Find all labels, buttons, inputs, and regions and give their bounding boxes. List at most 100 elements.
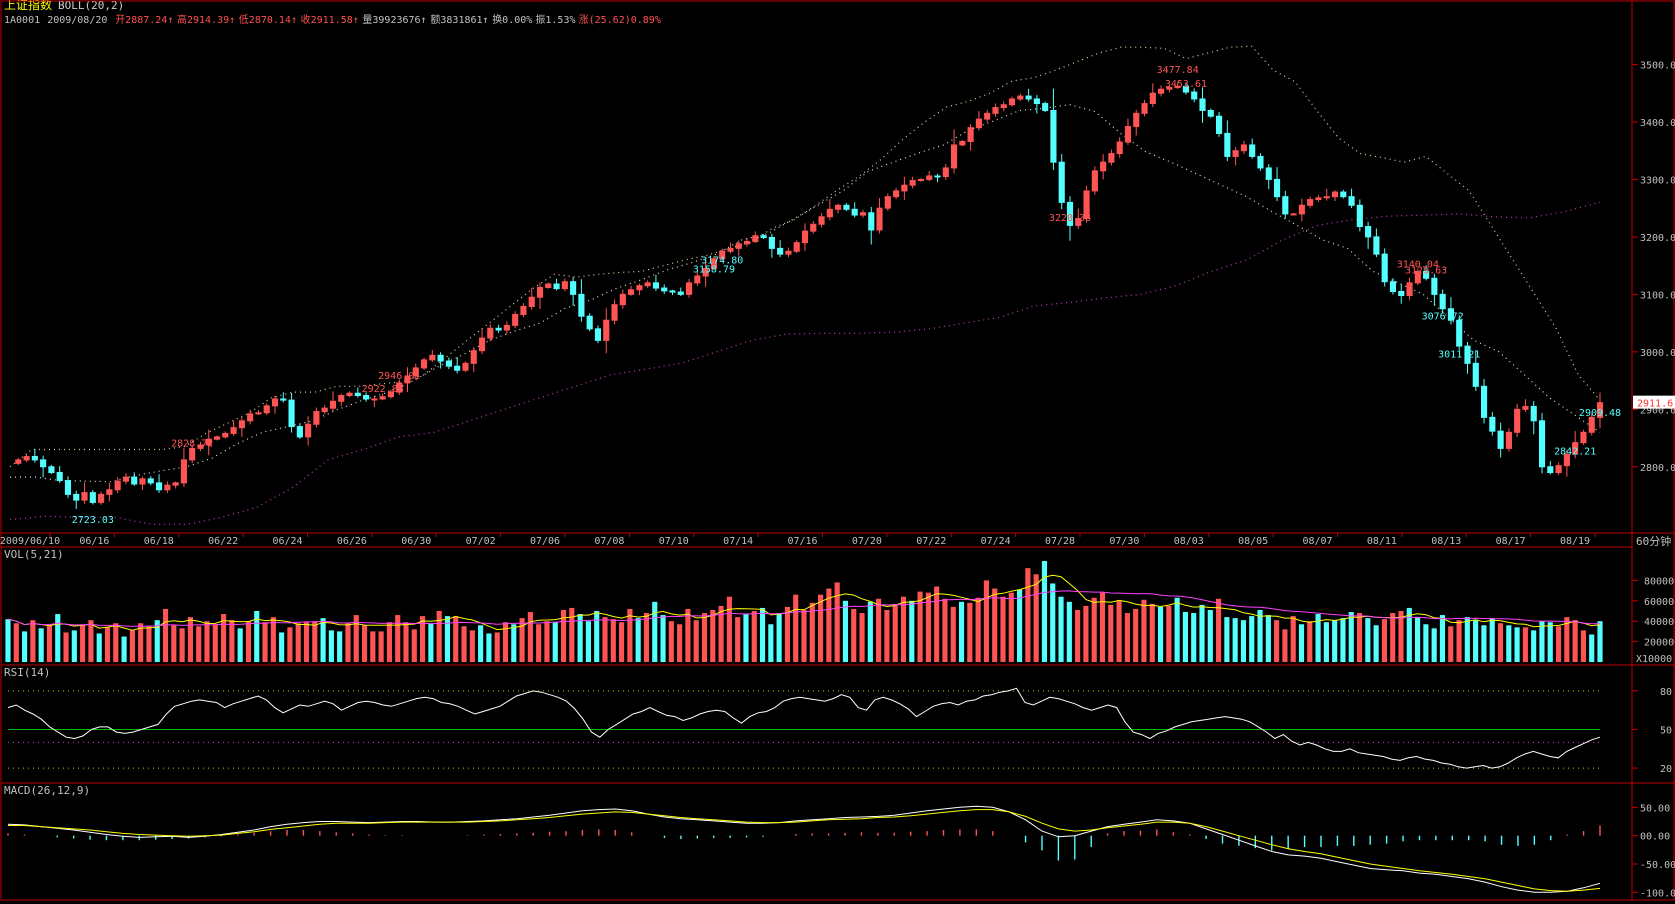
indicator-name: BOLL(20,2) bbox=[58, 0, 124, 12]
candle-body bbox=[363, 395, 370, 400]
volume-bar bbox=[992, 588, 998, 662]
candle-body bbox=[685, 282, 693, 295]
volume-bar bbox=[1199, 604, 1205, 662]
volume-bar bbox=[1174, 597, 1180, 662]
date-tick-label: 2009/06/10 bbox=[0, 536, 60, 547]
candle-body bbox=[893, 190, 900, 198]
volume-bar bbox=[1448, 626, 1454, 662]
candle-body bbox=[1580, 431, 1587, 444]
candle-body bbox=[205, 438, 212, 446]
volume-bar bbox=[1464, 617, 1470, 662]
volume-bar bbox=[934, 586, 940, 662]
date-tick-label: 06/30 bbox=[401, 536, 431, 547]
candle-body bbox=[909, 180, 916, 186]
candle-body bbox=[594, 328, 602, 341]
candle-body bbox=[727, 247, 734, 252]
quote-item: 高2914.39↑ bbox=[177, 13, 235, 26]
candle-body bbox=[64, 480, 72, 495]
volume-bar bbox=[842, 600, 849, 662]
volume-bar bbox=[30, 620, 36, 662]
candle-body bbox=[851, 208, 858, 216]
volume-bar bbox=[1224, 617, 1230, 662]
candle-body bbox=[1514, 408, 1521, 433]
volume-ma5-line bbox=[7, 574, 1601, 631]
volume-bar bbox=[900, 596, 907, 662]
volume-bar bbox=[925, 592, 931, 662]
candle-body bbox=[619, 293, 626, 306]
volume-bar bbox=[552, 622, 558, 662]
volume-bar bbox=[1398, 611, 1404, 662]
candle-body bbox=[578, 293, 585, 317]
candle-body bbox=[437, 354, 444, 362]
candle-body bbox=[1530, 405, 1537, 422]
candle-body bbox=[1464, 345, 1471, 364]
candle-body bbox=[1240, 144, 1247, 152]
candle-body bbox=[238, 420, 245, 429]
volume-bar bbox=[544, 621, 550, 662]
candle-body bbox=[777, 247, 784, 255]
volume-bar bbox=[312, 621, 318, 662]
candle-body bbox=[669, 290, 676, 293]
date-tick-label: 08/05 bbox=[1238, 536, 1268, 547]
volume-bar bbox=[469, 630, 475, 662]
candle-body bbox=[1497, 430, 1504, 449]
rsi-y-tick-label: 50 bbox=[1660, 726, 1672, 737]
candle-body bbox=[454, 365, 461, 371]
candle-body bbox=[213, 436, 221, 440]
volume-bar bbox=[560, 609, 567, 662]
candle-body bbox=[1141, 103, 1148, 114]
volume-bar bbox=[1000, 596, 1006, 662]
volume-bar bbox=[759, 607, 766, 662]
volume-bar bbox=[627, 608, 633, 662]
volume-bar bbox=[46, 625, 53, 662]
candle-body bbox=[131, 476, 138, 485]
volume-bar bbox=[751, 611, 757, 662]
candle-body bbox=[1008, 98, 1016, 106]
volume-bar bbox=[1282, 629, 1288, 662]
candle-body bbox=[189, 447, 196, 461]
candle-body bbox=[536, 286, 544, 298]
price-panel: 2828.72 2723.03 2922.88 2842.21 2946.01 2909.… bbox=[9, 45, 1621, 526]
volume-bar bbox=[834, 582, 840, 662]
volume-bar bbox=[5, 619, 11, 662]
quote-item: 涨(25.62)0.89% bbox=[579, 14, 661, 26]
volume-bar bbox=[320, 618, 326, 662]
volume-bar bbox=[1207, 609, 1213, 662]
candle-body bbox=[98, 493, 105, 503]
candle-body bbox=[1431, 277, 1438, 295]
volume-bar bbox=[726, 596, 732, 662]
volume-bar bbox=[270, 617, 276, 662]
price-annotation: 3076.72 bbox=[1422, 312, 1464, 323]
volume-bar bbox=[361, 625, 368, 662]
price-y-tick-label: 3100.00 bbox=[1640, 290, 1675, 301]
candle-body bbox=[1058, 161, 1065, 203]
candle-body bbox=[1547, 466, 1554, 474]
volume-y-tick-label: 40000 bbox=[1644, 617, 1674, 628]
volume-bar bbox=[337, 631, 343, 662]
candle-body bbox=[1149, 92, 1156, 105]
candle-body bbox=[1414, 270, 1421, 284]
volume-bar bbox=[967, 602, 973, 662]
price-y-tick-label: 3500.00 bbox=[1640, 60, 1675, 71]
candle-body bbox=[1232, 150, 1239, 157]
price-annotation: 2723.03 bbox=[72, 515, 114, 526]
volume-bar bbox=[187, 617, 193, 662]
candle-body bbox=[495, 327, 502, 331]
quote-item: 低2870.14↑ bbox=[239, 13, 297, 26]
candle-body bbox=[710, 258, 717, 270]
candle-body bbox=[876, 207, 883, 231]
candle-body bbox=[1199, 98, 1206, 111]
volume-bar bbox=[461, 626, 467, 662]
candle-body bbox=[752, 235, 759, 242]
volume-bar bbox=[1058, 596, 1064, 662]
candle-body bbox=[950, 144, 958, 169]
volume-bar bbox=[1589, 634, 1595, 662]
volume-bar bbox=[660, 615, 666, 662]
candle-body bbox=[280, 398, 287, 401]
volume-bar bbox=[444, 616, 451, 662]
price-annotation: 3011.21 bbox=[1438, 349, 1480, 360]
candle-body bbox=[1224, 132, 1231, 157]
volume-bar bbox=[295, 623, 301, 662]
